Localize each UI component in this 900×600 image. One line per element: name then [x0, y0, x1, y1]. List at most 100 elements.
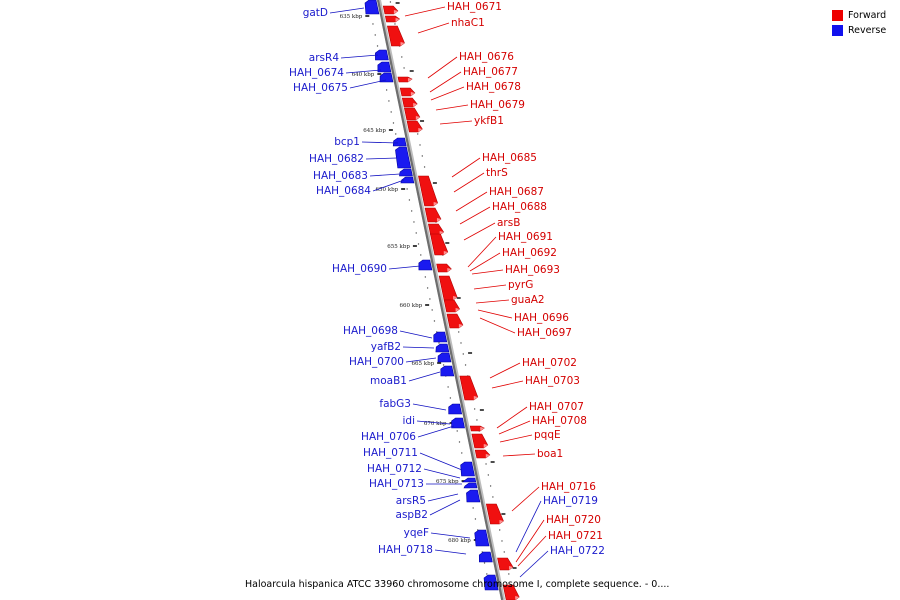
reverse-gene-block	[392, 137, 407, 147]
reverse-track-dot	[458, 441, 461, 443]
reverse-track-dot	[449, 397, 452, 399]
reverse-track-dot	[392, 122, 395, 124]
reverse-track-dot	[376, 45, 379, 47]
reverse-gene-label: fabG3	[379, 398, 411, 410]
reverse-gene-block	[377, 61, 392, 73]
reverse-gene-label: HAH_0674	[289, 67, 344, 79]
reverse-leader-line	[519, 550, 549, 578]
legend-reverse: Reverse	[832, 23, 892, 38]
forward-gene-highlight	[485, 454, 490, 458]
forward-gene-label: arsB	[497, 217, 520, 229]
reverse-track-dot	[456, 430, 458, 432]
reverse-gene-block	[440, 365, 455, 377]
forward-leader-line	[489, 362, 521, 379]
forward-track-dot	[476, 419, 478, 421]
forward-gene-label: HAH_0679	[470, 99, 525, 111]
reverse-track-dot	[442, 364, 445, 366]
reverse-gene-label: HAH_0700	[349, 356, 404, 368]
reverse-track-dot	[431, 309, 433, 311]
forward-track-dot	[419, 144, 421, 146]
forward-gene-label: HAH_0707	[529, 401, 584, 413]
reverse-gene-label: HAH_0682	[309, 153, 364, 165]
forward-leader-line	[451, 157, 481, 178]
reverse-gene-label: gatD	[303, 7, 328, 19]
forward-gene-block	[399, 87, 416, 97]
forward-gene-label: HAH_0688	[492, 201, 547, 213]
forward-track-dot	[401, 56, 403, 58]
reverse-leader-line	[349, 79, 387, 89]
legend-forward-label: Forward	[848, 10, 887, 21]
reverse-gene-block	[437, 352, 452, 363]
forward-gene-label: HAH_0716	[541, 481, 596, 493]
scale-tick-label: 675 kbp	[436, 479, 459, 485]
reverse-gene-label: HAH_0683	[313, 170, 368, 182]
forward-gene-highlight	[413, 103, 418, 107]
reverse-gene-label: HAH_0698	[343, 325, 398, 337]
reverse-gene-label: bcp1	[334, 136, 360, 148]
reverse-leader-line	[388, 265, 421, 270]
forward-gene-highlight	[433, 202, 438, 206]
forward-leader-line	[459, 206, 491, 225]
reverse-leader-line	[434, 549, 467, 555]
forward-track-dot	[421, 155, 423, 157]
forward-gene-highlight	[473, 396, 478, 400]
reverse-track-dot	[447, 386, 449, 388]
reverse-leader-line	[345, 69, 382, 74]
scale-tick-label: 665 kbp	[412, 361, 435, 367]
forward-leader-line	[477, 309, 513, 319]
reverse-track-dot	[417, 243, 420, 245]
forward-gene-highlight	[443, 251, 448, 255]
forward-gene-label: HAH_0703	[525, 375, 580, 387]
reverse-gene-block	[478, 551, 493, 563]
forward-gene-label: HAH_0678	[466, 81, 521, 93]
reverse-gene-label: HAH_0718	[378, 544, 433, 556]
scale-tick-label: 660 kbp	[400, 303, 423, 309]
forward-track-dot	[492, 496, 494, 498]
forward-gene-highlight	[400, 42, 405, 46]
reverse-gene-block	[400, 176, 415, 184]
reverse-leader-line	[430, 532, 471, 539]
forward-leader-line	[511, 486, 540, 512]
forward-gene-label: HAH_0687	[489, 186, 544, 198]
reverse-track-dot	[388, 100, 390, 102]
forward-track-dot	[508, 573, 510, 575]
reverse-gene-label: HAH_0713	[369, 478, 424, 490]
scale-tick-label: 670 kbp	[424, 421, 447, 427]
reverse-gene-label: HAH_0712	[367, 463, 422, 475]
forward-gene-label: boa1	[537, 448, 563, 460]
forward-gene-highlight	[418, 128, 423, 132]
forward-leader-line	[517, 535, 547, 567]
map-caption: Haloarcula hispanica ATCC 33960 chromoso…	[245, 579, 670, 590]
reverse-gene-block	[460, 461, 475, 477]
forward-track-dot	[501, 540, 503, 542]
forward-leader-line	[417, 22, 450, 34]
reverse-gene-block	[483, 574, 499, 591]
reverse-track-dot	[424, 276, 427, 278]
reverse-leader-line	[412, 403, 447, 411]
reverse-track-dot	[372, 23, 374, 25]
reverse-track-dot	[429, 298, 431, 300]
reverse-gene-label: HAH_0684	[316, 185, 371, 197]
forward-leader-line	[491, 380, 524, 389]
reverse-track-dot	[486, 573, 488, 575]
forward-gene-label: pqqE	[534, 429, 561, 441]
reverse-leader-line	[515, 500, 542, 553]
reverse-track-dot	[390, 111, 392, 113]
reverse-gene-block	[435, 343, 450, 353]
reverse-gene-label: HAH_0706	[361, 431, 416, 443]
forward-leader-line	[463, 222, 496, 241]
reverse-swatch	[832, 25, 843, 36]
forward-leader-line	[499, 434, 533, 443]
forward-gene-label: HAH_0677	[463, 66, 518, 78]
reverse-gene-block	[399, 168, 413, 177]
reverse-track-dot	[461, 452, 463, 454]
reverse-gene-block	[448, 403, 463, 415]
forward-leader-line	[498, 420, 531, 435]
forward-track-dot	[499, 529, 501, 531]
forward-gene-highlight	[480, 427, 485, 431]
forward-track-dot	[485, 463, 487, 465]
reverse-track-dot	[472, 507, 474, 509]
forward-leader-line	[515, 519, 545, 563]
reverse-leader-line	[329, 7, 365, 14]
